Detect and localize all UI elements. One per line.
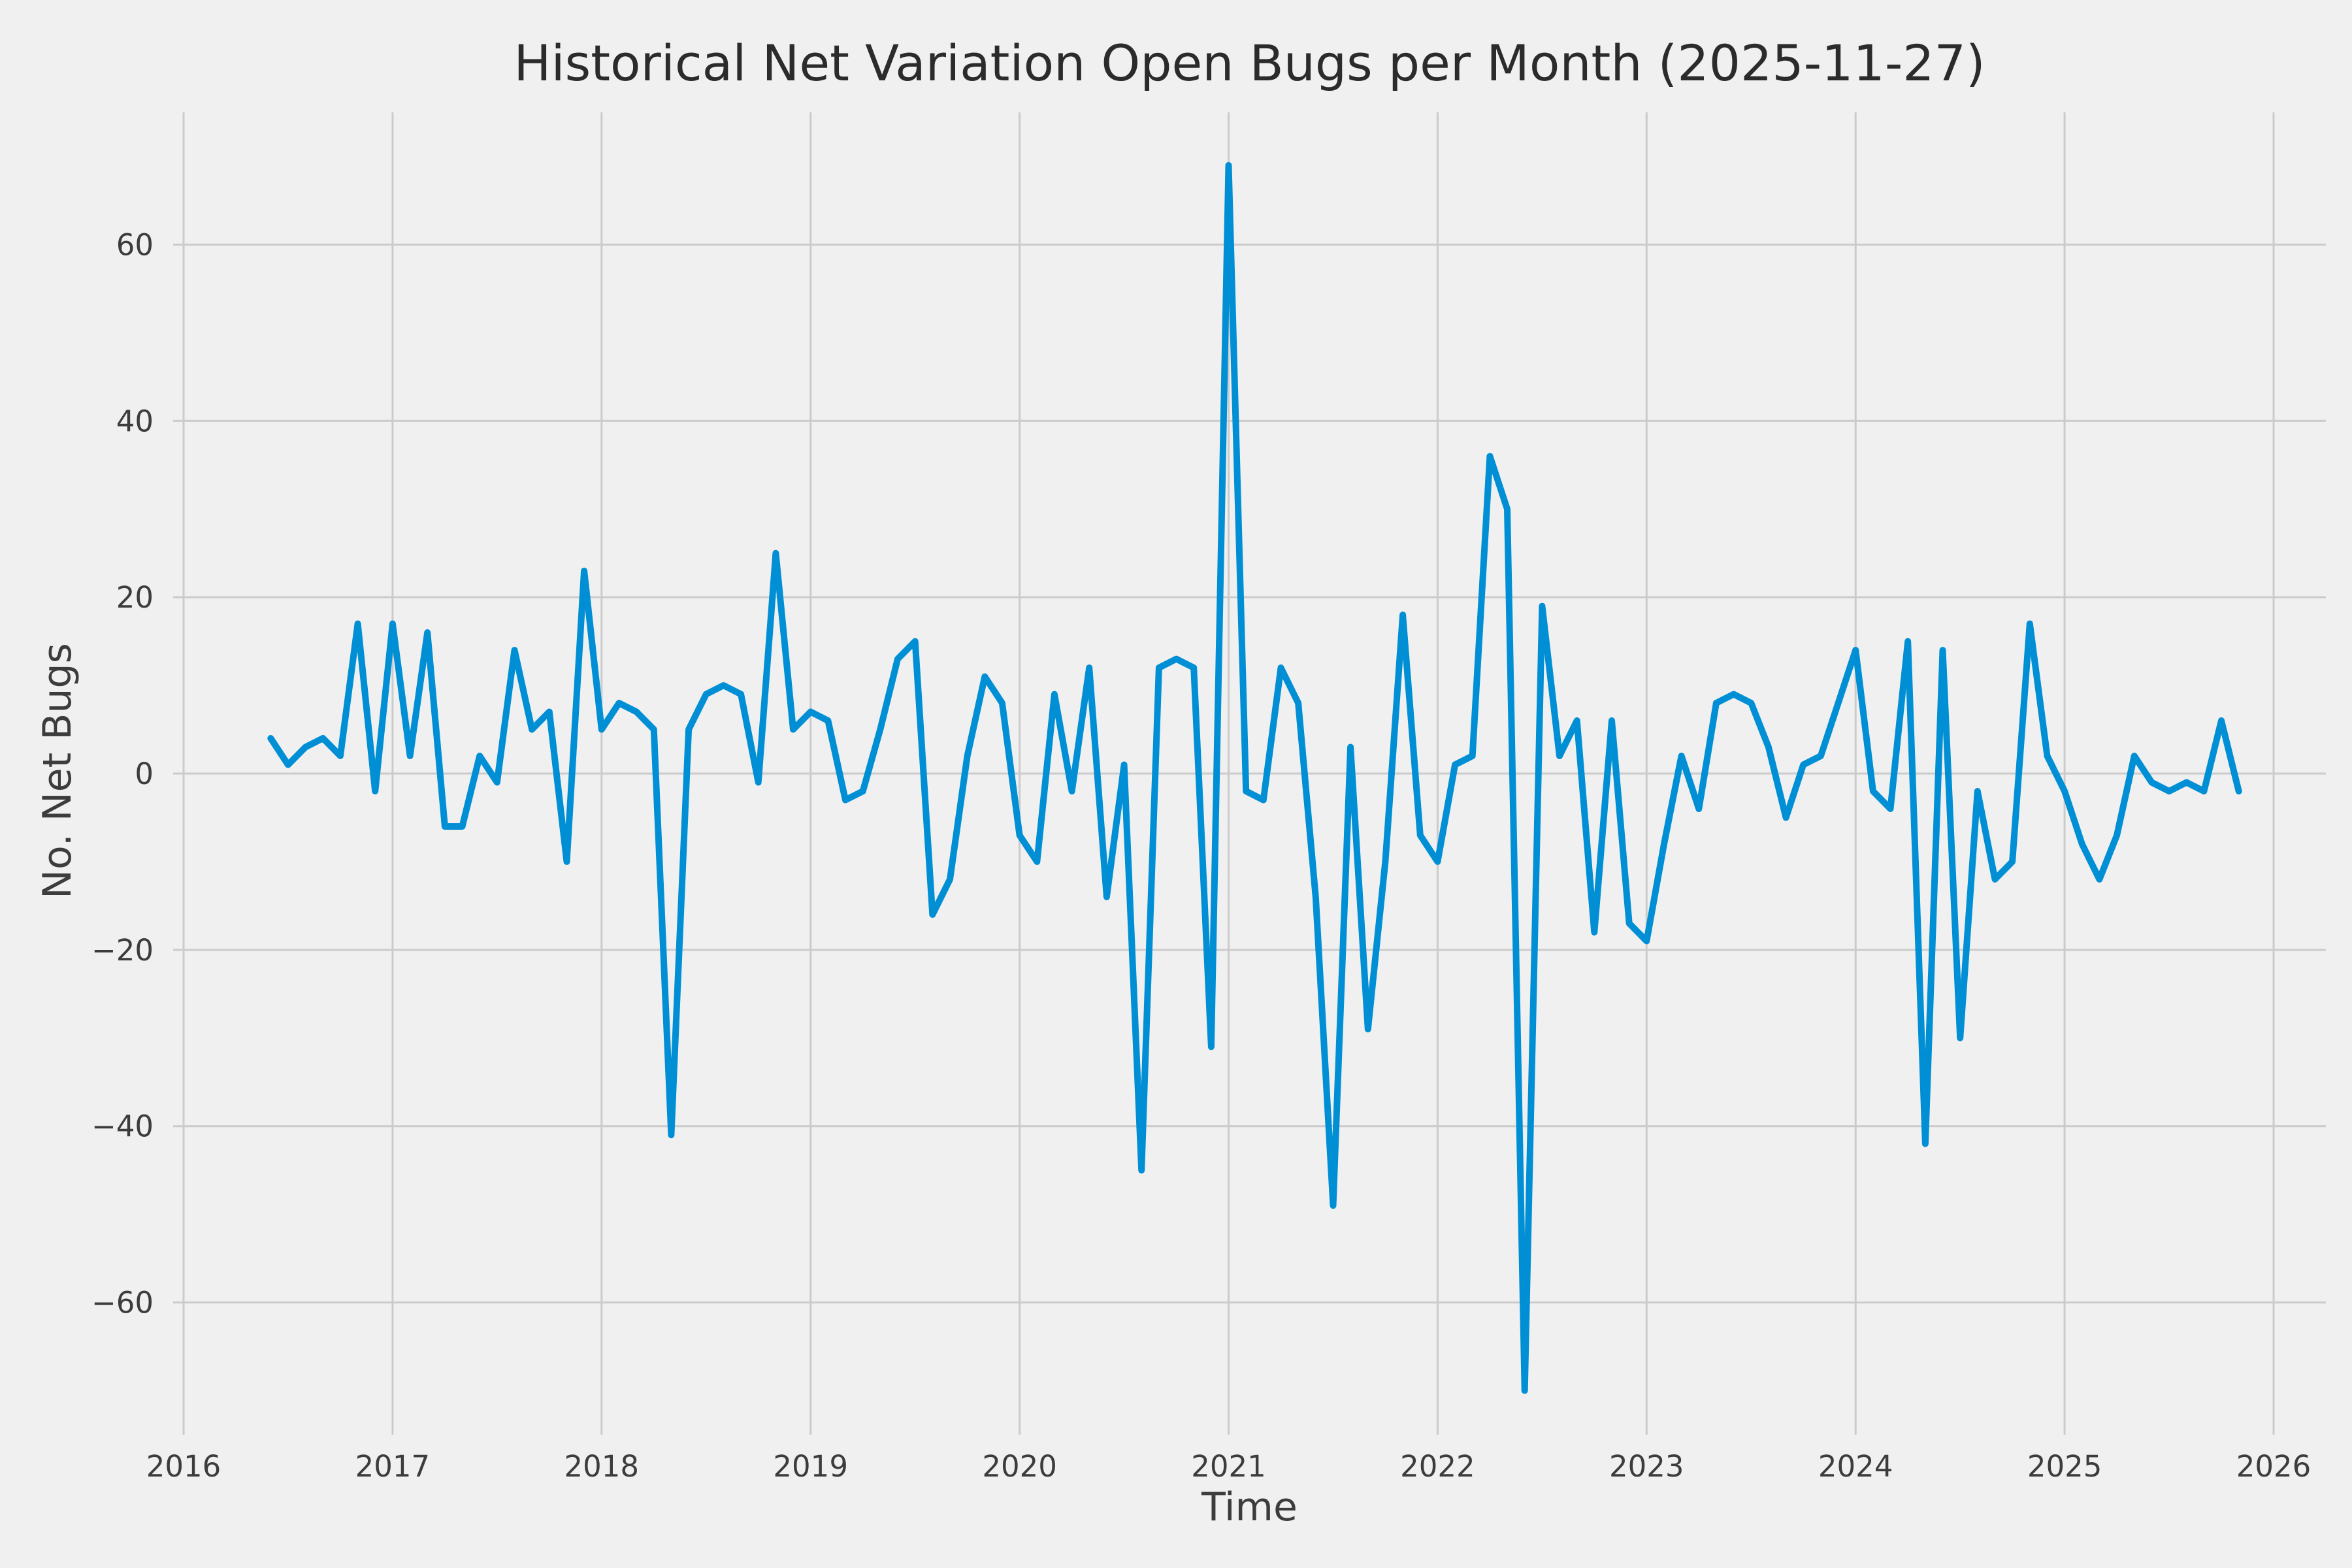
x-axis-label: Time [1201,1484,1298,1530]
x-tick-label: 2021 [1191,1449,1266,1484]
x-tick-label: 2017 [355,1449,431,1484]
x-tick-label: 2026 [2236,1449,2311,1484]
y-tick-label: 40 [116,404,154,438]
y-tick-label: −60 [91,1286,154,1320]
x-tick-label: 2019 [773,1449,848,1484]
y-tick-label: 60 [116,227,154,262]
chart-title: Historical Net Variation Open Bugs per M… [514,34,1985,92]
x-tick-label: 2018 [564,1449,640,1484]
x-tick-label: 2016 [146,1449,221,1484]
y-tick-label: −40 [91,1109,154,1144]
x-tick-label: 2025 [2027,1449,2102,1484]
y-tick-label: 20 [116,580,154,615]
x-tick-label: 2020 [982,1449,1057,1484]
x-tick-label: 2024 [1818,1449,1893,1484]
y-tick-label: −20 [91,933,154,968]
x-tick-label: 2023 [1609,1449,1684,1484]
x-tick-label: 2022 [1400,1449,1475,1484]
y-axis-label: No. Net Bugs [35,643,80,899]
series-line [267,162,2242,1394]
y-tick-label: 0 [135,757,154,791]
